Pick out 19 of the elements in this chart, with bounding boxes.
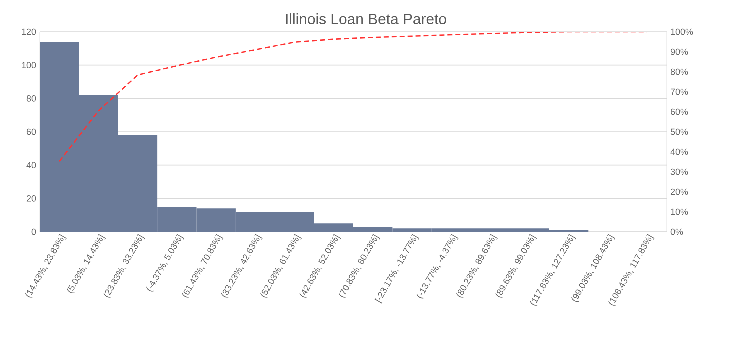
- y-tick-label: 80: [26, 95, 36, 102]
- y2-tick-label: 90%: [670, 48, 688, 56]
- y2-tick-label: 50%: [670, 128, 688, 136]
- y2-tick-label: 20%: [670, 188, 688, 196]
- y2-tick-label: 0%: [670, 228, 684, 236]
- y-tick-label: 100: [22, 62, 36, 69]
- y-tick-label: 120: [22, 28, 36, 36]
- y2-tick-label: 30%: [670, 168, 688, 176]
- y2-tick-label: 70%: [670, 88, 688, 96]
- y2-tick-label: 80%: [670, 68, 688, 76]
- y2-tick-label: 60%: [670, 108, 688, 116]
- chart-title: Illinois Loan Beta Pareto: [286, 14, 446, 24]
- y2-tick-label: 100%: [671, 28, 694, 36]
- y-tick-label: 40: [26, 162, 36, 169]
- y-tick-label: 0: [32, 228, 36, 236]
- y2-tick-label: 40%: [670, 148, 688, 156]
- y2-tick-label: 10%: [671, 208, 688, 216]
- y-tick-label: 20: [26, 195, 36, 202]
- y-tick-label: 60: [26, 128, 36, 136]
